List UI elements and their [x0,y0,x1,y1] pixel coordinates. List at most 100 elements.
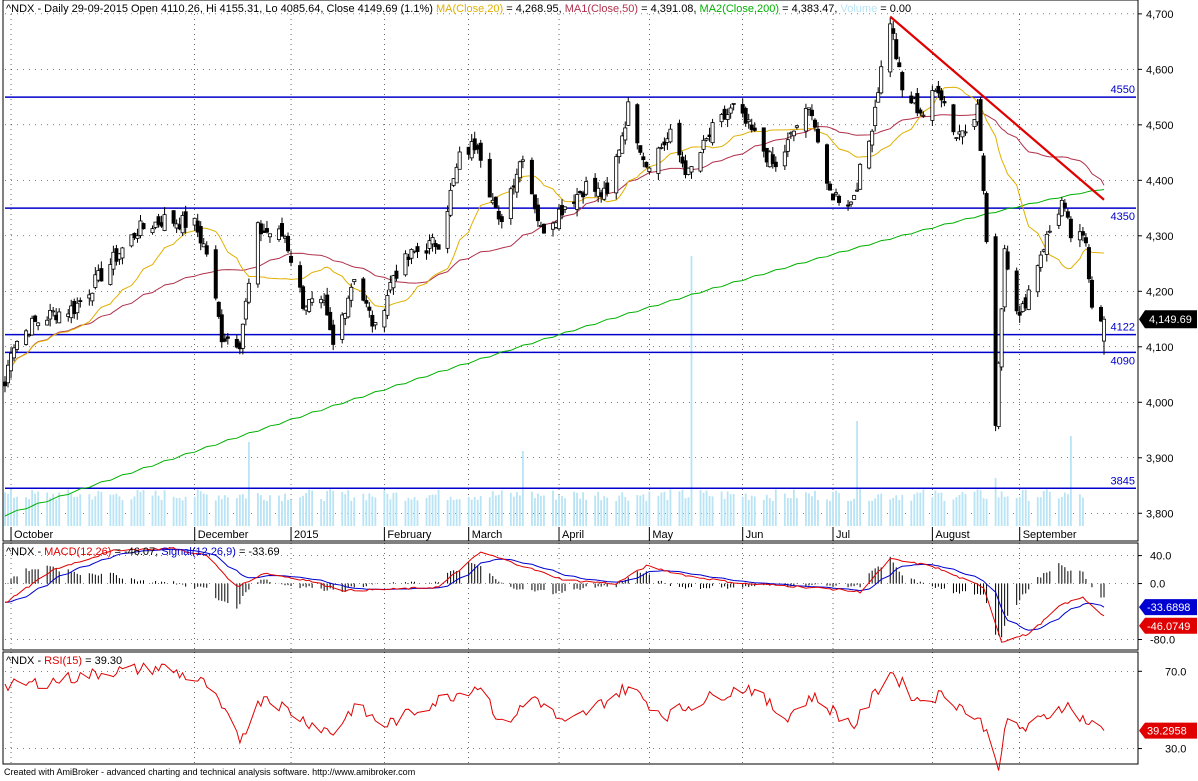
candle-body [325,294,330,316]
level-label: 4350 [1111,211,1135,223]
rsi-line [4,662,1105,771]
resistance-trendline [889,15,1105,201]
rsi-value-label: 39.2958 [1147,726,1187,738]
volume-bar [235,498,238,526]
candle-body [1077,231,1082,241]
volume-bar [434,494,437,526]
volume-bar [889,499,892,526]
volume-bar [741,496,744,526]
candle-body [370,314,375,327]
volume-bar [792,489,795,526]
volume-bar [579,498,581,526]
candle-body [831,193,836,201]
candle-body [888,23,893,73]
candle-body [794,125,799,128]
volume-bar [1024,489,1027,526]
price-tick-label: 4,600 [1146,64,1174,76]
candle-body [258,223,263,235]
volume-bar [407,498,410,526]
volume-bar [58,492,61,526]
volume-bar [774,489,777,526]
volume-bar [979,490,982,526]
volume-bar [747,499,750,526]
candle-body [289,255,294,263]
candle-body [457,151,462,170]
candle-body [1056,213,1061,226]
volume-bar [955,497,958,526]
candle-body [575,194,580,210]
volume-bar [311,490,314,526]
candle-body [677,122,682,156]
volume-bar [1063,492,1066,526]
candle-body [361,278,366,301]
month-label: Jun [746,529,764,541]
rsi-value-box [1139,722,1197,739]
candle-body [436,244,441,250]
volume-bar [226,497,229,526]
rsi-panel-frame [2,651,1139,765]
candle-body [791,130,796,137]
volume-bar [446,499,449,526]
candle-body [584,181,589,195]
volume-bar [241,494,244,526]
volume-bar [31,489,33,526]
candle-body [364,300,369,304]
volume-bar [428,495,431,526]
volume-bar [811,496,813,526]
volume-bar [711,496,714,526]
price-tick-label: 4,500 [1146,120,1174,132]
volume-bar [958,494,961,526]
candle-body [1098,306,1103,322]
volume-bar [365,500,368,526]
volume-bar [410,499,413,526]
volume-bar [624,497,627,526]
volume-bar [666,499,669,526]
volume-bar [543,495,545,526]
rsi-header: ^NDX - RSI(15) = 39.30 [6,655,122,667]
candle-body [36,322,41,327]
candle-body [743,108,748,124]
volume-bar [154,490,157,526]
candle-body [328,311,333,331]
volume-bar [699,490,702,526]
volume-bar [515,492,518,526]
candle-body [346,297,351,318]
volume-bar [431,494,434,526]
macd-tick-label: -80.0 [1150,635,1175,647]
volume-bar [121,499,124,526]
volume-bar [302,495,304,526]
price-tick-label: 4,300 [1146,231,1174,243]
volume-bar [112,494,115,526]
volume-bar [332,490,335,526]
level-label: 4090 [1111,355,1135,367]
candle-body [858,163,863,190]
volume-bar [826,499,828,526]
volume-bar [244,498,247,526]
candle-body [517,161,522,179]
volume-bar [34,493,37,526]
candle-body [891,28,896,34]
candle-body [120,247,125,259]
candle-body [135,235,140,239]
candle-body [806,107,811,110]
candle-body [870,130,875,146]
volume-bar [389,499,392,526]
candle-body [222,338,227,342]
signal-value-label: -33.6898 [1147,602,1190,614]
price-header: ^NDX - Daily 29-09-2015 Open 4110.26, Hi… [6,3,911,15]
footer-credit: Created with AmiBroker - advanced charti… [4,767,416,777]
volume-bar [627,500,630,526]
candle-body [689,166,694,173]
macd-tick-label: 40.0 [1150,551,1171,563]
candle-body [918,109,923,114]
volume-bar [160,499,163,526]
candle-body [626,101,631,126]
candle-body [1047,230,1052,233]
volume-bar [109,494,112,526]
candle-body [960,130,965,138]
volume-bar [603,496,606,526]
volume-bar [437,489,440,526]
volume-bar [943,500,946,526]
volume-bar [795,498,798,526]
candle-body [301,286,306,309]
